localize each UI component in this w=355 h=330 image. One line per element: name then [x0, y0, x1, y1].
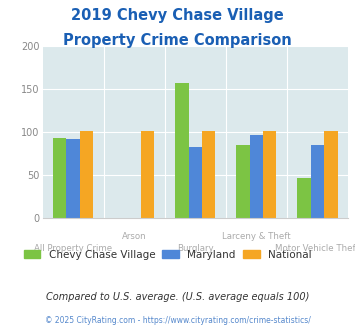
Text: 2019 Chevy Chase Village: 2019 Chevy Chase Village	[71, 8, 284, 23]
Text: Property Crime Comparison: Property Crime Comparison	[63, 33, 292, 48]
Bar	[80, 131, 93, 218]
Text: All Property Crime: All Property Crime	[34, 244, 112, 252]
Bar	[297, 178, 311, 218]
Text: Burglary: Burglary	[177, 244, 214, 252]
Bar	[311, 145, 324, 218]
Bar	[141, 131, 154, 218]
Bar	[202, 131, 215, 218]
Bar	[66, 139, 80, 218]
Text: Compared to U.S. average. (U.S. average equals 100): Compared to U.S. average. (U.S. average …	[46, 292, 309, 302]
Text: Arson: Arson	[122, 232, 147, 241]
Bar	[263, 131, 277, 218]
Text: © 2025 CityRating.com - https://www.cityrating.com/crime-statistics/: © 2025 CityRating.com - https://www.city…	[45, 316, 310, 325]
Bar	[189, 148, 202, 218]
Text: Motor Vehicle Theft: Motor Vehicle Theft	[275, 244, 355, 252]
Bar	[53, 138, 66, 218]
Bar	[236, 145, 250, 218]
Legend: Chevy Chase Village, Maryland, National: Chevy Chase Village, Maryland, National	[20, 246, 316, 264]
Text: Larceny & Theft: Larceny & Theft	[222, 232, 291, 241]
Bar	[175, 83, 189, 218]
Bar	[324, 131, 338, 218]
Bar	[250, 135, 263, 218]
